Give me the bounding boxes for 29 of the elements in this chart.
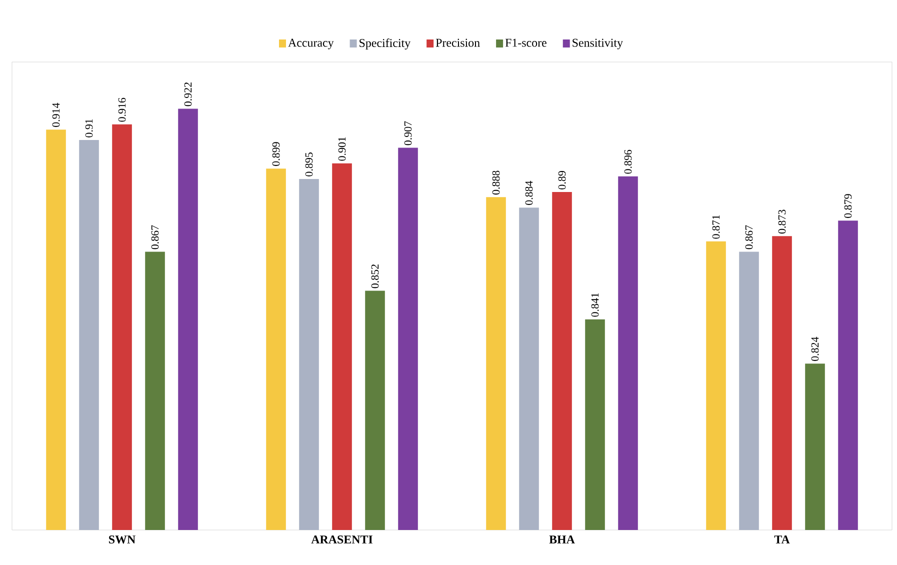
data-label: 0.901 — [338, 137, 346, 161]
legend-label: F1-score — [505, 38, 546, 47]
data-label: 0.867 — [151, 225, 159, 250]
data-label: 0.907 — [404, 121, 412, 146]
data-label: 0.896 — [624, 150, 632, 174]
legend-label: Sensitivity — [572, 38, 623, 50]
data-label: 0.873 — [778, 210, 786, 234]
data-label: 0.841 — [591, 293, 599, 317]
data-label: 0.91 — [85, 119, 93, 138]
legend-label: Accuracy — [288, 38, 334, 50]
data-label: 0.884 — [525, 180, 533, 205]
data-label: 0.899 — [272, 142, 280, 166]
data-label: 0.871 — [712, 215, 720, 239]
data-label: 0.888 — [492, 170, 500, 195]
data-label: 0.916 — [118, 98, 126, 122]
x-tick-label: ARASENTI — [311, 536, 372, 544]
data-label: 0.879 — [844, 194, 852, 218]
x-tick-label: SWN — [109, 536, 136, 544]
x-tick-label: TA — [774, 536, 790, 544]
data-label: 0.824 — [811, 336, 819, 361]
legend-label: Specificity — [360, 38, 411, 50]
data-label: 0.922 — [184, 82, 192, 106]
legend-label: Precision — [436, 38, 480, 47]
data-label: 0.914 — [52, 102, 60, 127]
data-label: 0.89 — [558, 171, 566, 190]
x-tick-label: BHA — [549, 536, 575, 544]
data-label: 0.852 — [371, 264, 379, 288]
data-label: 0.895 — [305, 152, 313, 176]
data-label: 0.867 — [745, 225, 753, 250]
